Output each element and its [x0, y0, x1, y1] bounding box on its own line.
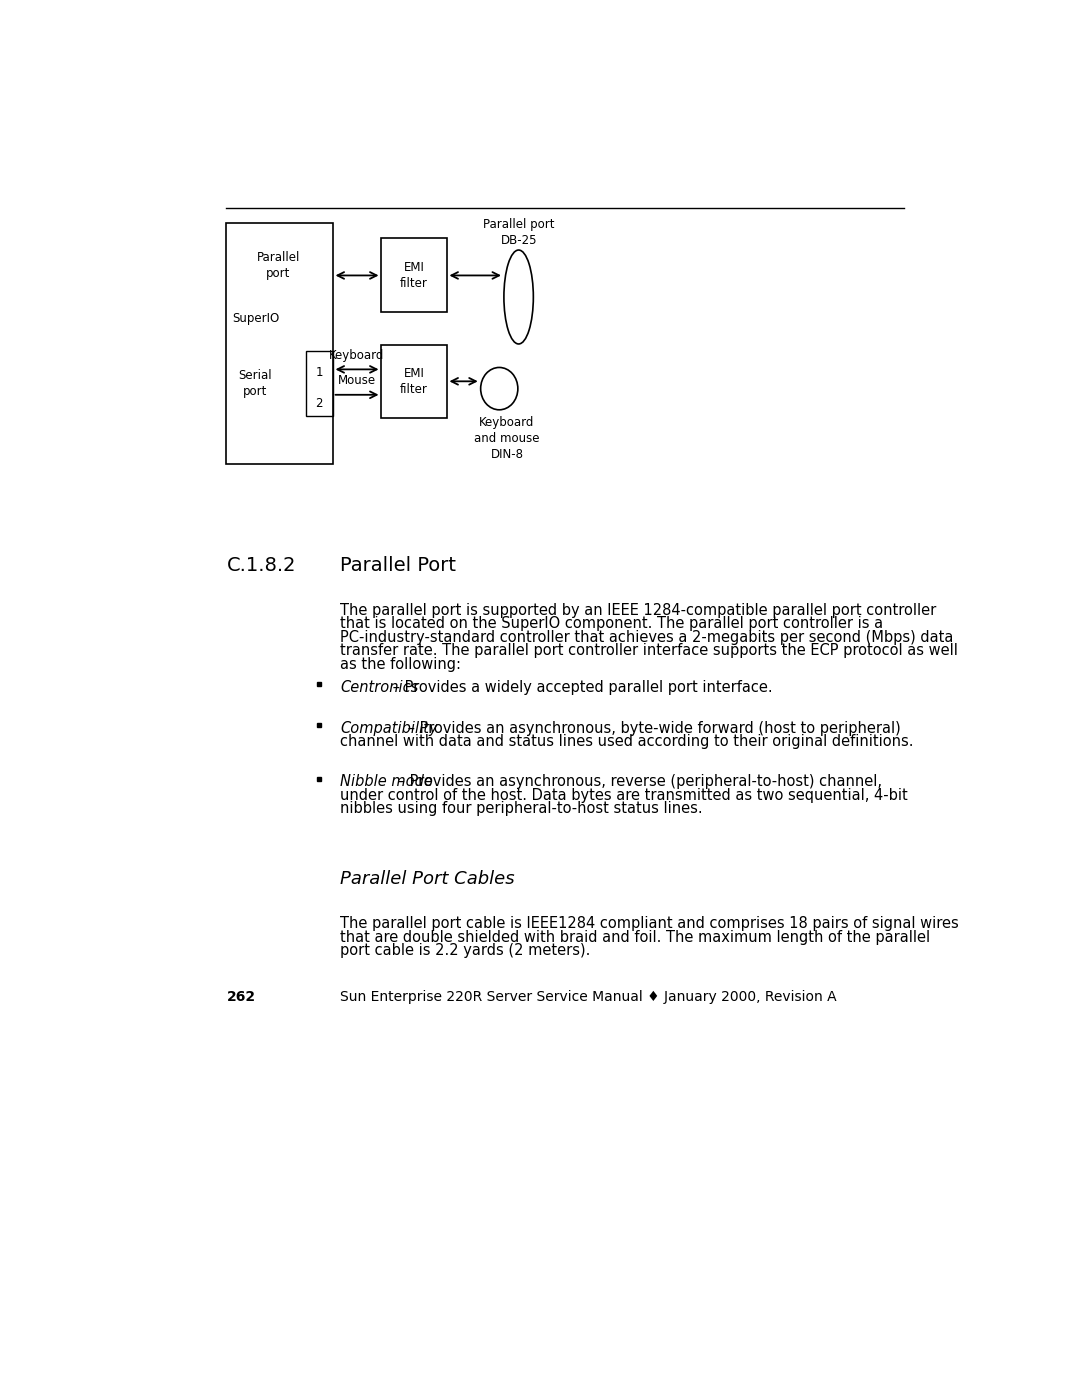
Text: Keyboard: Keyboard	[329, 349, 384, 362]
Text: Serial
port: Serial port	[239, 369, 272, 398]
Text: Parallel port
DB-25: Parallel port DB-25	[483, 218, 554, 247]
Text: that is located on the SuperIO component. The parallel port controller is a: that is located on the SuperIO component…	[340, 616, 883, 631]
Text: C.1.8.2: C.1.8.2	[227, 556, 296, 576]
Text: Nibble mode: Nibble mode	[340, 774, 433, 789]
Text: The parallel port cable is IEEE1284 compliant and comprises 18 pairs of signal w: The parallel port cable is IEEE1284 comp…	[340, 916, 959, 930]
Text: port cable is 2.2 yards (2 meters).: port cable is 2.2 yards (2 meters).	[340, 943, 591, 958]
Bar	[381, 239, 446, 313]
Bar	[381, 345, 446, 418]
Text: EMI
filter: EMI filter	[400, 367, 428, 395]
Text: transfer rate. The parallel port controller interface supports the ECP protocol : transfer rate. The parallel port control…	[340, 643, 958, 658]
Bar	[306, 351, 333, 415]
Text: Compatibility: Compatibility	[340, 721, 438, 735]
Text: Keyboard
and mouse
DIN-8: Keyboard and mouse DIN-8	[474, 415, 540, 461]
Text: that are double shielded with braid and foil. The maximum length of the parallel: that are double shielded with braid and …	[340, 929, 931, 944]
Text: under control of the host. Data bytes are transmitted as two sequential, 4-bit: under control of the host. Data bytes ar…	[340, 788, 908, 803]
Text: Sun Enterprise 220R Server Service Manual ♦ January 2000, Revision A: Sun Enterprise 220R Server Service Manua…	[340, 990, 837, 1004]
Text: channel with data and status lines used according to their original definitions.: channel with data and status lines used …	[340, 733, 914, 749]
Text: 1: 1	[315, 366, 323, 379]
Text: EMI
filter: EMI filter	[400, 261, 428, 291]
Text: 262: 262	[227, 990, 256, 1004]
Text: nibbles using four peripheral-to-host status lines.: nibbles using four peripheral-to-host st…	[340, 802, 703, 816]
Text: Centronics: Centronics	[340, 680, 419, 694]
Text: PC-industry-standard controller that achieves a 2-megabits per second (Mbps) dat: PC-industry-standard controller that ach…	[340, 630, 954, 644]
Text: as the following:: as the following:	[340, 657, 461, 672]
Text: Parallel Port Cables: Parallel Port Cables	[340, 870, 515, 888]
Text: Mouse: Mouse	[338, 374, 376, 387]
Text: – Provides an asynchronous, byte-wide forward (host to peripheral): – Provides an asynchronous, byte-wide fo…	[403, 721, 901, 735]
Text: – Provides a widely accepted parallel port interface.: – Provides a widely accepted parallel po…	[389, 680, 773, 694]
Text: The parallel port is supported by an IEEE 1284-compatible parallel port controll: The parallel port is supported by an IEE…	[340, 602, 936, 617]
Text: – Provides an asynchronous, reverse (peripheral-to-host) channel,: – Provides an asynchronous, reverse (per…	[393, 774, 882, 789]
Text: SuperIO: SuperIO	[232, 313, 279, 326]
Bar	[227, 224, 333, 464]
Text: Parallel Port: Parallel Port	[340, 556, 457, 576]
Text: Parallel
port: Parallel port	[257, 251, 300, 279]
Text: 2: 2	[315, 397, 323, 409]
